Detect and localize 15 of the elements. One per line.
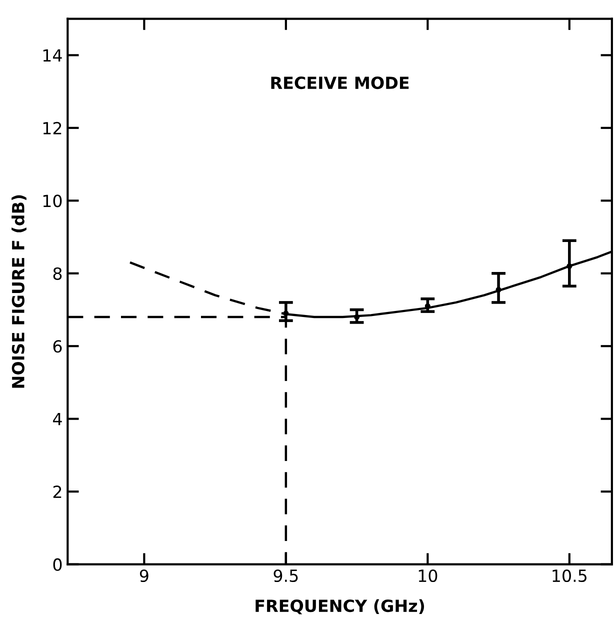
y-tick-label: 2 [53, 486, 62, 498]
y-tick-label: 0 [53, 558, 62, 571]
x-tick-label: 10.5 [552, 569, 587, 582]
x-tick-label: 9 [140, 569, 148, 582]
y-tick-label: 12 [43, 122, 62, 134]
x-tick-label: 10 [418, 569, 438, 582]
y-tick-label: 8 [53, 267, 62, 280]
y-tick-label: 4 [53, 413, 62, 426]
y-tick-label: 6 [53, 340, 62, 353]
x-axis-title: FREQUENCY (GHz) [256, 599, 424, 614]
annotation: RECEIVE MODE [271, 76, 409, 90]
y-axis-title: NOISE FIGURE F (dB) [12, 195, 26, 388]
y-tick-label: 14 [43, 49, 62, 62]
x-tick-label: 9.5 [274, 569, 298, 582]
y-tick-label: 10 [43, 194, 62, 208]
